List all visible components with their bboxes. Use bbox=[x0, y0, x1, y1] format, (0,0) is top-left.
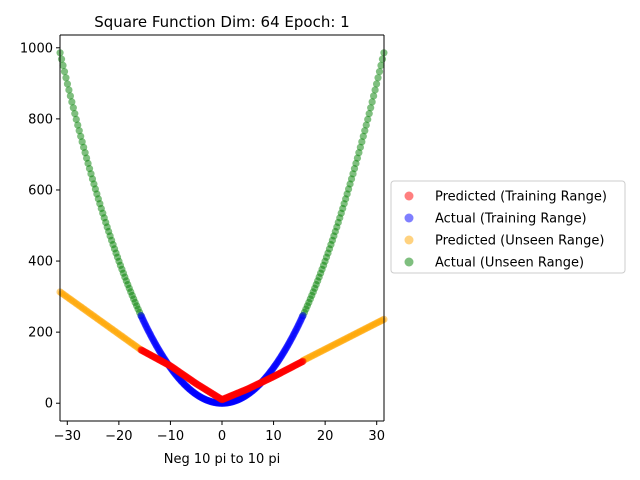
x-tick-label: 10 bbox=[265, 429, 282, 444]
data-point bbox=[65, 86, 73, 94]
x-tick-label: −20 bbox=[105, 429, 132, 444]
data-point bbox=[355, 149, 363, 157]
data-point bbox=[299, 312, 307, 320]
x-tick-label: −30 bbox=[54, 429, 81, 444]
x-tick-label: 30 bbox=[368, 429, 385, 444]
series-0 bbox=[137, 346, 307, 404]
y-tick-label: 1000 bbox=[20, 41, 53, 56]
data-point bbox=[299, 357, 307, 365]
data-point bbox=[361, 127, 369, 135]
data-point bbox=[371, 86, 379, 94]
legend-marker bbox=[404, 191, 414, 201]
data-point bbox=[375, 68, 384, 76]
legend-marker bbox=[404, 213, 414, 223]
legend-label: Predicted (Unseen Range) bbox=[435, 234, 604, 249]
x-axis-label: Neg 10 pi to 10 pi bbox=[164, 452, 281, 467]
data-point bbox=[377, 61, 385, 70]
data-point bbox=[57, 55, 66, 63]
data-point bbox=[367, 104, 375, 112]
data-marks bbox=[56, 49, 388, 407]
data-point bbox=[378, 55, 387, 63]
legend-marker bbox=[404, 235, 414, 245]
data-point bbox=[365, 110, 373, 118]
x-tick-label: 20 bbox=[317, 429, 334, 444]
legend: Predicted (Training Range) Actual (Traini… bbox=[390, 180, 626, 274]
data-point bbox=[74, 121, 82, 129]
x-tick-label: −10 bbox=[157, 429, 184, 444]
data-point bbox=[69, 104, 77, 112]
data-point bbox=[68, 98, 76, 106]
data-point bbox=[364, 115, 372, 123]
series-3 bbox=[56, 49, 388, 320]
x-tick-label: 0 bbox=[218, 429, 226, 444]
data-point bbox=[62, 74, 70, 82]
data-point bbox=[370, 92, 378, 100]
y-axis-ticks: 0 200 400 600 800 1000 bbox=[20, 41, 60, 412]
legend-label: Actual (Training Range) bbox=[435, 212, 587, 227]
data-point bbox=[362, 121, 370, 129]
data-point bbox=[358, 138, 366, 146]
data-point bbox=[59, 61, 67, 70]
plot-area bbox=[60, 35, 384, 421]
data-point bbox=[60, 68, 69, 76]
data-point bbox=[356, 143, 364, 151]
legend-marker bbox=[404, 257, 414, 267]
y-tick-label: 600 bbox=[28, 183, 53, 198]
data-point bbox=[72, 115, 80, 123]
legend-items: Predicted (Training Range) Actual (Traini… bbox=[404, 190, 607, 271]
data-point bbox=[374, 74, 382, 82]
y-tick-label: 400 bbox=[28, 255, 53, 270]
data-point bbox=[359, 132, 367, 140]
y-tick-label: 200 bbox=[28, 326, 53, 341]
data-point bbox=[63, 80, 72, 88]
chart-title: Square Function Dim: 64 Epoch: 1 bbox=[94, 13, 349, 31]
y-tick-label: 0 bbox=[45, 397, 53, 412]
data-point bbox=[372, 80, 381, 88]
data-point bbox=[71, 110, 79, 118]
x-axis-ticks: −30 −20 −10 0 10 20 30 bbox=[54, 421, 385, 444]
data-point bbox=[66, 92, 74, 100]
legend-box bbox=[390, 180, 626, 274]
data-point bbox=[78, 138, 86, 146]
legend-label: Actual (Unseen Range) bbox=[435, 256, 584, 271]
y-tick-label: 800 bbox=[28, 112, 53, 127]
legend-label: Predicted (Training Range) bbox=[435, 190, 607, 205]
data-point bbox=[80, 143, 88, 151]
data-point bbox=[75, 127, 83, 135]
data-point bbox=[368, 98, 376, 106]
data-point bbox=[77, 132, 85, 140]
